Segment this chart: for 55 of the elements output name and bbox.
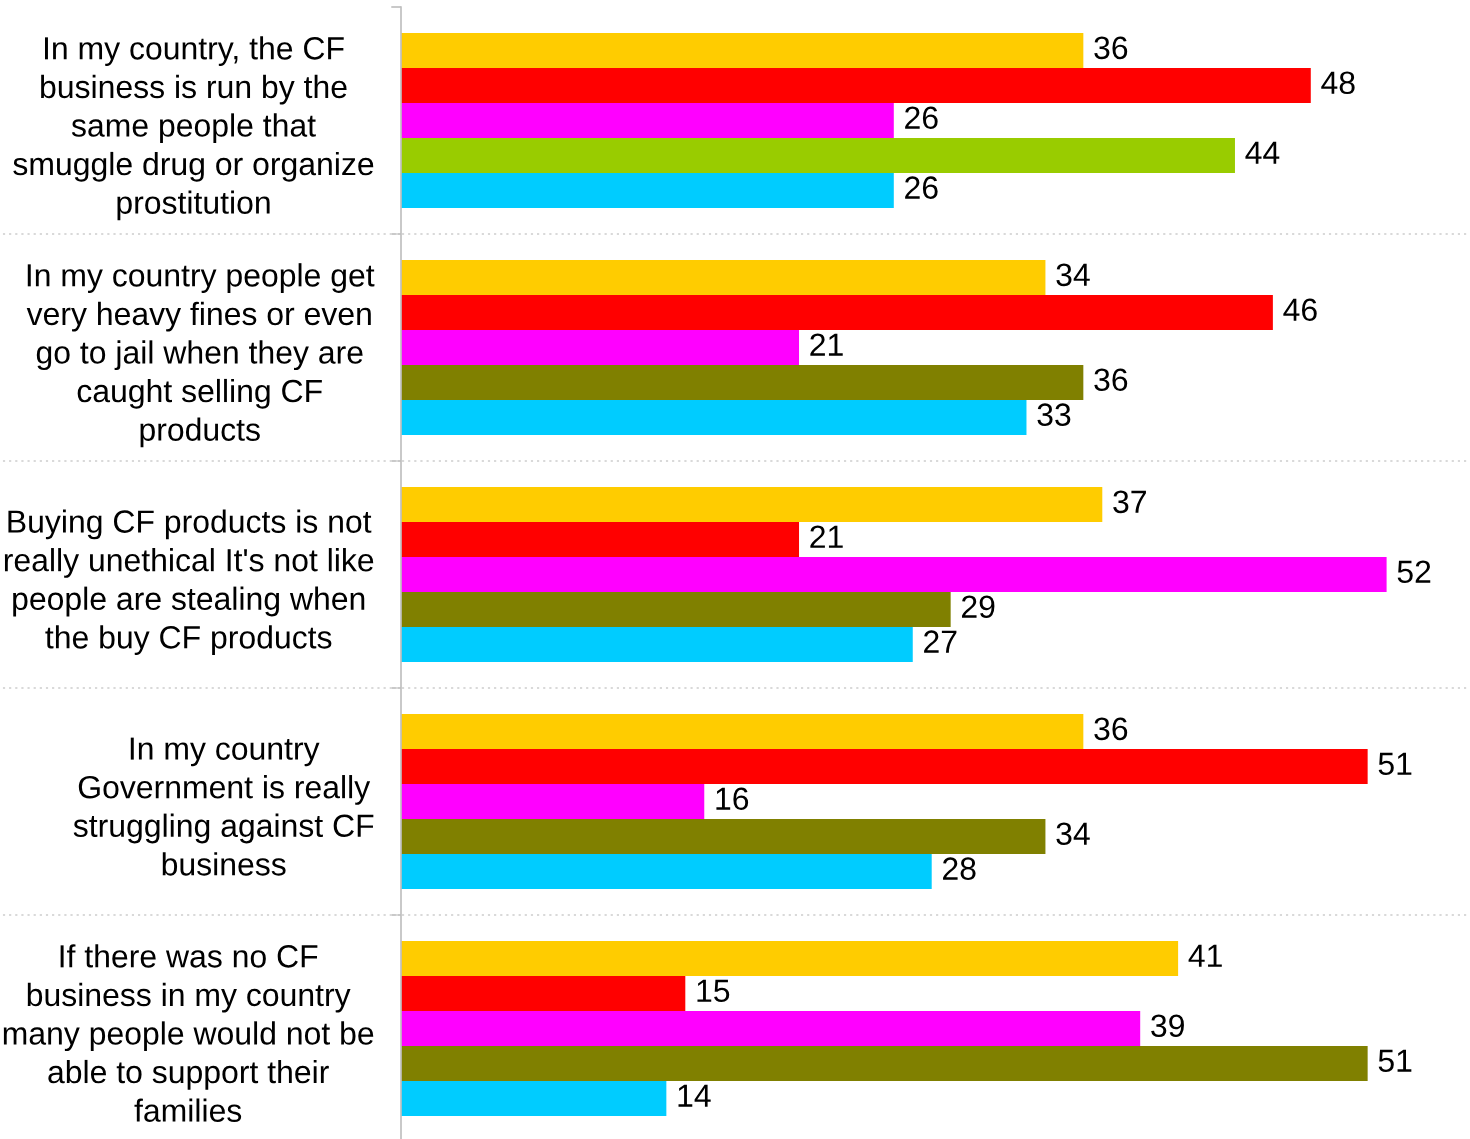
bar — [401, 591, 951, 627]
data-label: 21 — [810, 525, 843, 548]
bar — [401, 976, 686, 1012]
y-tick-label: If there was no CF business in my country many people would not be able to support their families — [3, 944, 374, 1122]
bar — [401, 137, 1235, 173]
bar — [401, 853, 932, 889]
y-tick-label: In my country people get very heavy fines or even go to jail when they are caught selling CF products — [26, 263, 375, 448]
y-tick-label: In my country Government is really struggling against CF business — [73, 737, 374, 876]
bar — [401, 68, 1311, 104]
data-label: 34 — [1056, 822, 1090, 846]
y-tick-label: In my country, the CF business is run by the same people that smuggle drug or organize prostitution — [13, 36, 374, 221]
y-tick-label: Buying CF products is not really unethical It's not like people are stealing when the buy CF products — [4, 509, 374, 655]
bar — [401, 295, 1273, 331]
data-label: 34 — [1056, 263, 1090, 287]
data-label: 39 — [1151, 1014, 1184, 1038]
bar — [401, 784, 705, 819]
bar — [401, 33, 1084, 69]
data-label: 29 — [961, 595, 995, 619]
data-label: 16 — [716, 787, 749, 811]
data-label: 36 — [1094, 368, 1128, 392]
bar — [401, 330, 800, 365]
data-label: 27 — [924, 630, 957, 653]
data-label: 41 — [1188, 944, 1222, 967]
data-label: 51 — [1378, 752, 1412, 776]
data-label: 14 — [678, 1084, 711, 1107]
bar — [401, 557, 1387, 592]
data-label: 51 — [1378, 1049, 1412, 1073]
bar — [401, 522, 800, 558]
bar — [401, 714, 1084, 750]
data-label: 44 — [1245, 141, 1280, 164]
bar — [401, 487, 1103, 523]
bar — [401, 260, 1046, 296]
bar — [401, 1080, 667, 1116]
data-label: 28 — [943, 857, 976, 880]
bar — [401, 749, 1368, 785]
data-label: 52 — [1397, 560, 1431, 584]
bar — [401, 1045, 1368, 1081]
bar — [401, 103, 894, 138]
data-label: 21 — [810, 333, 843, 356]
bar — [401, 818, 1046, 854]
bar — [401, 172, 894, 208]
data-label: 37 — [1113, 490, 1146, 514]
data-label: 26 — [905, 106, 938, 130]
bar — [401, 626, 913, 662]
data-label: 26 — [905, 176, 938, 199]
data-label: 36 — [1094, 717, 1128, 741]
data-label: 15 — [697, 979, 730, 1003]
bar — [401, 941, 1179, 977]
bar — [401, 1011, 1141, 1046]
data-label: 48 — [1321, 71, 1355, 95]
bar — [401, 364, 1084, 400]
data-label: 33 — [1037, 403, 1071, 426]
data-label: 36 — [1094, 36, 1128, 60]
bar — [401, 399, 1027, 435]
data-label: 46 — [1283, 298, 1317, 322]
